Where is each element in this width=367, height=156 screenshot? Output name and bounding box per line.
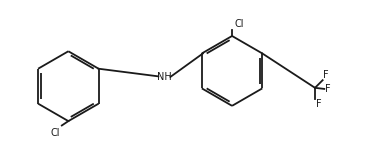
Text: F: F [316,99,321,109]
Text: NH: NH [157,72,172,82]
Text: F: F [325,84,330,94]
Text: F: F [323,70,329,80]
Text: Cl: Cl [50,128,59,138]
Text: Cl: Cl [234,19,244,29]
